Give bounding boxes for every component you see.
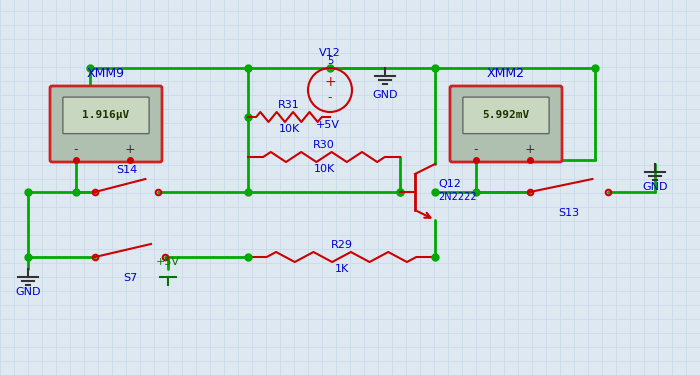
FancyBboxPatch shape	[463, 97, 549, 134]
Text: V12: V12	[319, 48, 341, 58]
Text: +5V: +5V	[316, 120, 340, 130]
Text: 1K: 1K	[335, 264, 349, 274]
Text: +: +	[324, 75, 336, 89]
Text: R31: R31	[278, 100, 300, 110]
Text: S13: S13	[559, 208, 580, 218]
Text: 10K: 10K	[314, 164, 335, 174]
Text: S7: S7	[123, 273, 137, 283]
Text: XMM9: XMM9	[87, 67, 125, 80]
Text: 1.916μV: 1.916μV	[83, 110, 130, 120]
Text: 10K: 10K	[279, 124, 300, 134]
Text: -: -	[328, 91, 332, 104]
Text: 5: 5	[327, 56, 333, 66]
Text: R29: R29	[330, 240, 353, 250]
Text: 2N2222: 2N2222	[438, 192, 477, 202]
Text: S14: S14	[116, 165, 137, 175]
FancyBboxPatch shape	[450, 86, 562, 162]
Text: R30: R30	[313, 140, 335, 150]
Text: -: -	[74, 143, 78, 156]
Text: -: -	[473, 143, 478, 156]
Text: 5.992mV: 5.992mV	[482, 110, 530, 120]
Text: Q12: Q12	[438, 179, 461, 189]
Text: GND: GND	[372, 90, 398, 100]
Text: XMM2: XMM2	[487, 67, 525, 80]
FancyBboxPatch shape	[50, 86, 162, 162]
Text: GND: GND	[15, 287, 41, 297]
Text: GND: GND	[643, 182, 668, 192]
FancyBboxPatch shape	[63, 97, 149, 134]
Text: +5V: +5V	[156, 257, 180, 267]
Text: +: +	[524, 143, 535, 156]
Text: +: +	[125, 143, 135, 156]
